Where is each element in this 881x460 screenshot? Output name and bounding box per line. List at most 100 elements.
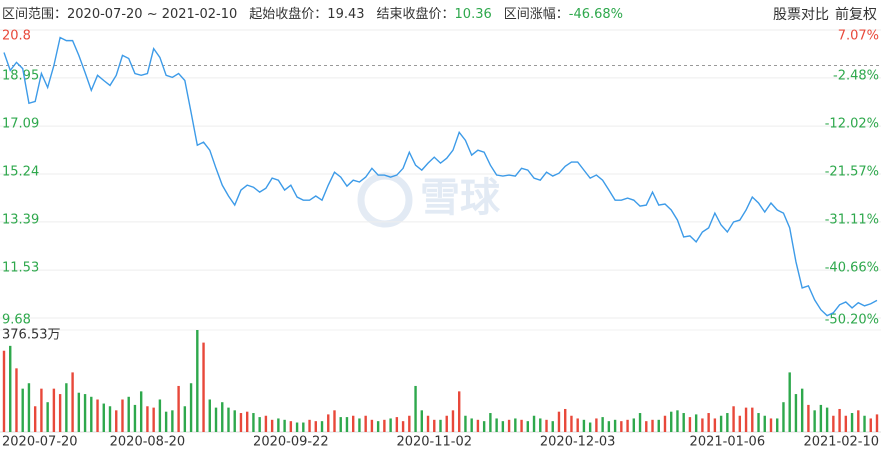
summary-value: 10.36 — [454, 7, 492, 22]
volume-bar — [532, 415, 536, 432]
volume-bar — [439, 419, 442, 432]
volume-bar — [352, 415, 355, 432]
volume-bar — [451, 410, 455, 432]
volume-tick-label: 376.53万 — [2, 328, 61, 343]
volume-bar — [314, 421, 317, 432]
volume-bar — [582, 419, 586, 432]
volume-bar — [102, 403, 105, 432]
volume-bar — [283, 419, 286, 432]
volume-bar — [595, 418, 598, 432]
volume-bar — [464, 415, 467, 432]
volume-bar — [545, 419, 548, 432]
volume-bar — [470, 418, 473, 432]
volume-bar — [744, 407, 748, 432]
volume-bar — [158, 399, 162, 432]
volume-bar — [189, 383, 193, 432]
volume-bar — [133, 404, 137, 432]
volume-bar — [495, 418, 498, 432]
volume-bar — [445, 415, 448, 432]
volume-bar — [726, 413, 729, 432]
volume-bar — [370, 419, 374, 432]
y-tick-label: 17.09 — [2, 117, 39, 132]
volume-bar — [395, 417, 399, 432]
y-tick-label: 11.53 — [2, 261, 39, 276]
volume-bar — [108, 406, 112, 432]
volume-bar — [694, 414, 698, 432]
volume-bar — [77, 392, 81, 432]
x-tick-label: 2020-09-22 — [253, 435, 329, 450]
volume-bar — [570, 415, 573, 432]
volume-bar — [476, 419, 480, 432]
volume-bar — [289, 421, 293, 432]
y2-tick-label: -31.11% — [825, 213, 879, 228]
volume-bar — [794, 394, 798, 432]
y-tick-label: 15.24 — [2, 165, 39, 180]
volume-bar — [245, 411, 249, 432]
volume-bar — [757, 413, 760, 432]
volume-bar — [601, 417, 604, 432]
volume-bar — [551, 421, 554, 432]
volume-bar — [71, 372, 74, 432]
volume-bar — [227, 407, 230, 432]
summary-item: 区间范围：2020-07-20 ~ 2021-02-10 — [2, 7, 237, 22]
control-button[interactable]: 前复权 — [835, 7, 877, 23]
volume-bar — [607, 421, 611, 432]
volume-bar — [588, 422, 592, 432]
y-tick-label: 13.39 — [2, 212, 39, 227]
volume-bar — [164, 411, 168, 432]
x-tick-label: 2020-12-03 — [540, 435, 616, 450]
y2-tick-label: 7.07% — [838, 29, 879, 44]
summary-label: 区间范围： — [2, 7, 68, 22]
summary-item: 结束收盘价：10.36 — [377, 7, 492, 22]
volume-bar — [751, 407, 754, 432]
volume-bar — [663, 415, 667, 432]
volume-bar — [127, 396, 130, 432]
volume-bar — [869, 418, 872, 432]
summary-item: 区间涨幅：-46.68% — [504, 7, 623, 22]
volume-bar — [177, 385, 180, 432]
volume-bar — [9, 345, 12, 432]
volume-bar — [339, 417, 342, 432]
volume-bar — [670, 411, 673, 432]
volume-bar — [295, 422, 299, 432]
volume-bar — [832, 415, 835, 432]
volume-bar — [83, 394, 87, 432]
volume-bar — [769, 418, 773, 432]
volume-bar — [507, 419, 511, 432]
volume-bar — [844, 415, 848, 432]
summary-label: 区间涨幅： — [503, 7, 569, 22]
volume-bar — [813, 410, 816, 432]
volume-bar — [613, 419, 617, 432]
volume-bar — [389, 418, 392, 432]
y-tick-label: 18.95 — [2, 68, 39, 83]
volume-bar — [557, 411, 561, 432]
y2-tick-label: -40.66% — [825, 261, 879, 276]
y2-tick-label: -21.57% — [825, 165, 879, 180]
volume-bar — [707, 413, 710, 432]
y-tick-label: 9.68 — [2, 313, 31, 328]
volume-bar — [420, 410, 423, 432]
volume-bar — [27, 383, 31, 432]
volume-bar — [302, 422, 305, 432]
volume-bar — [526, 421, 529, 432]
control-button[interactable]: 股票对比 — [773, 7, 829, 23]
summary-value: 19.43 — [327, 7, 365, 22]
volume-bar — [208, 399, 211, 432]
x-tick-label: 2021-01-06 — [690, 435, 766, 450]
volume-bar — [738, 415, 742, 432]
volume-bar — [358, 418, 361, 432]
summary-label: 结束收盘价： — [376, 7, 455, 22]
volume-bar — [233, 410, 236, 432]
volume-bar — [807, 404, 810, 432]
volume-bar — [819, 404, 823, 432]
volume-bar — [96, 399, 99, 432]
volume-bar — [401, 421, 405, 432]
volume-bar — [383, 419, 386, 432]
volume-bar — [645, 421, 648, 432]
volume-bar — [713, 418, 717, 432]
volume-bar — [800, 388, 804, 432]
volume-bar — [21, 388, 24, 432]
volume-bar — [414, 385, 417, 432]
volume-bar — [320, 421, 324, 432]
